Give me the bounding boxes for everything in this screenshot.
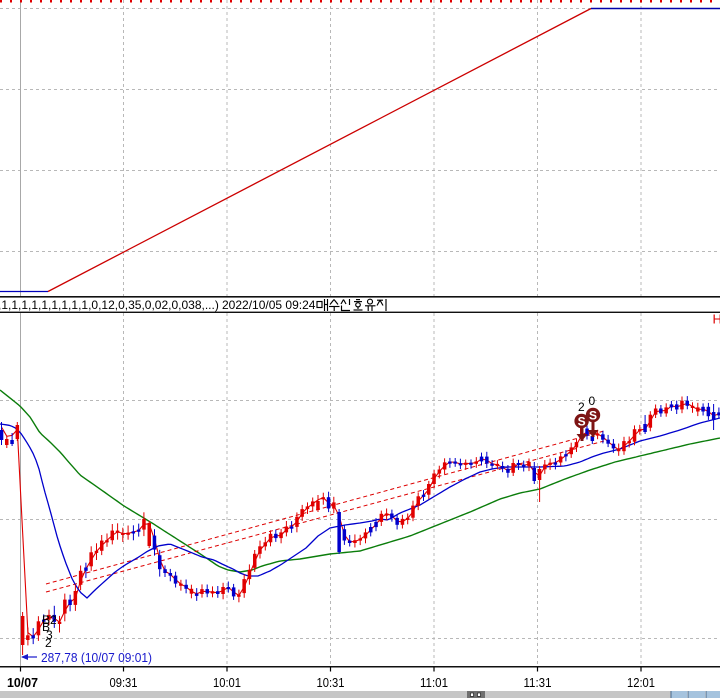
svg-text:11:01: 11:01 bbox=[420, 675, 448, 690]
svg-text:S: S bbox=[589, 409, 597, 423]
svg-text:H: H bbox=[713, 312, 720, 327]
svg-text:12:01: 12:01 bbox=[627, 675, 655, 690]
svg-text:B: B bbox=[42, 620, 50, 634]
svg-text:2: 2 bbox=[578, 400, 585, 414]
svg-text:10/07: 10/07 bbox=[7, 675, 38, 690]
svg-text:10:31: 10:31 bbox=[317, 675, 345, 690]
svg-text:B2: B2 bbox=[42, 613, 57, 627]
svg-text:11:31: 11:31 bbox=[524, 675, 552, 690]
svg-text:3: 3 bbox=[46, 628, 53, 642]
svg-text:2022/10/05 09:24: 2022/10/05 09:24 bbox=[222, 298, 316, 312]
svg-text:09:31: 09:31 bbox=[110, 675, 138, 690]
svg-text:10:01: 10:01 bbox=[213, 675, 241, 690]
svg-text:,1,1,1,1,1,1,1,1,1,0,12,0,35,0: ,1,1,1,1,1,1,1,1,1,0,12,0,35,0,02,0,038,… bbox=[0, 298, 219, 312]
svg-text:287,78 (10/07 09:01): 287,78 (10/07 09:01) bbox=[41, 650, 152, 665]
svg-text:S: S bbox=[578, 415, 586, 429]
svg-text:2: 2 bbox=[45, 636, 52, 650]
svg-text:0: 0 bbox=[589, 394, 596, 408]
